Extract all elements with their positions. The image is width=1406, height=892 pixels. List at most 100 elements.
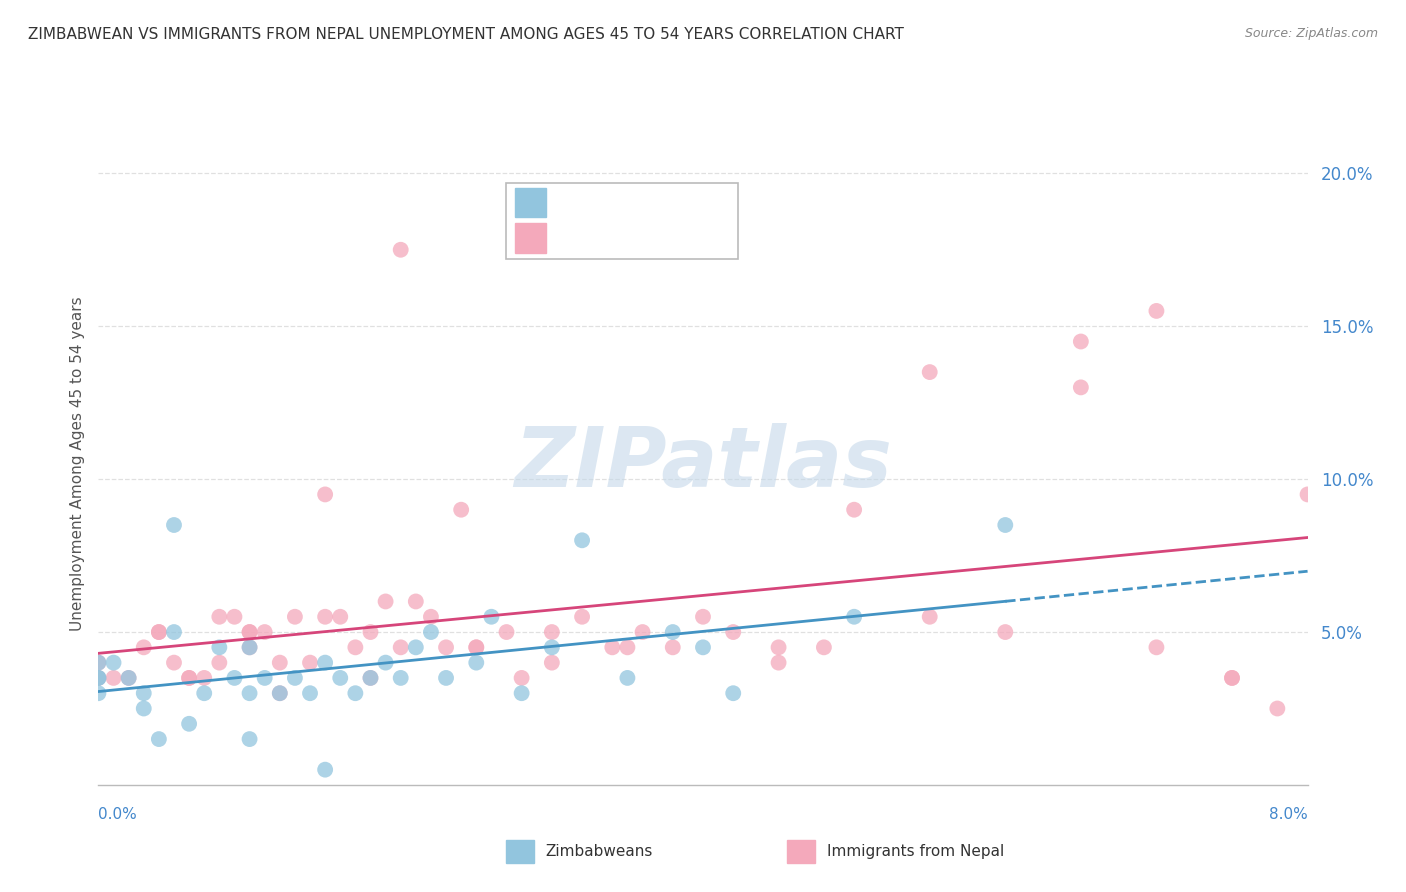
Point [692, 609, 714, 624]
Point [298, 656, 321, 670]
Text: N =: N = [640, 194, 688, 211]
Point [132, 686, 155, 700]
Point [495, 625, 517, 640]
Point [239, 732, 262, 747]
Point [1070, 380, 1092, 394]
Point [389, 640, 412, 655]
Point [434, 671, 457, 685]
Point [540, 656, 562, 670]
Point [571, 609, 593, 624]
Point [344, 686, 367, 700]
Point [420, 625, 443, 640]
Point [329, 671, 352, 685]
Text: 8.0%: 8.0% [1268, 807, 1308, 822]
Point [616, 640, 638, 655]
Text: R =: R = [555, 194, 592, 211]
Point [661, 625, 683, 640]
Text: R =: R = [555, 229, 592, 247]
Point [994, 518, 1017, 533]
Point [465, 640, 488, 655]
Point [163, 625, 186, 640]
Point [224, 609, 246, 624]
Point [239, 625, 262, 640]
Point [844, 502, 866, 516]
Point [163, 656, 186, 670]
Point [314, 609, 336, 624]
Point [1296, 487, 1319, 501]
Point [118, 671, 141, 685]
Point [239, 625, 262, 640]
Point [253, 625, 276, 640]
Point [344, 640, 367, 655]
Point [87, 671, 110, 685]
Point [631, 625, 654, 640]
Point [768, 640, 790, 655]
Text: 43: 43 [689, 194, 713, 211]
Point [661, 640, 683, 655]
Point [239, 686, 262, 700]
Point [239, 640, 262, 655]
Point [193, 671, 215, 685]
Point [1220, 671, 1243, 685]
Point [723, 686, 745, 700]
Point [103, 671, 125, 685]
Text: 0.211: 0.211 [598, 194, 650, 211]
Point [87, 686, 110, 700]
Text: Immigrants from Nepal: Immigrants from Nepal [827, 844, 1004, 859]
Text: ZIPatlas: ZIPatlas [515, 424, 891, 504]
Point [87, 656, 110, 670]
Point [1265, 701, 1288, 715]
Point [1220, 671, 1243, 685]
Point [269, 686, 291, 700]
Point [571, 533, 593, 548]
Point [481, 609, 503, 624]
Point [465, 640, 488, 655]
Point [389, 243, 412, 257]
Point [918, 365, 941, 379]
Text: 0.0%: 0.0% [98, 807, 138, 822]
Point [768, 656, 790, 670]
Point [813, 640, 835, 655]
Point [163, 518, 186, 533]
Point [540, 625, 562, 640]
Point [177, 671, 201, 685]
Point [148, 732, 170, 747]
Point [600, 640, 623, 655]
Point [132, 701, 155, 715]
Point [103, 656, 125, 670]
Point [374, 656, 396, 670]
Point [405, 640, 427, 655]
Point [284, 609, 307, 624]
Point [87, 671, 110, 685]
Point [420, 609, 443, 624]
Point [132, 640, 155, 655]
Point [177, 716, 201, 731]
Point [148, 625, 170, 640]
Point [994, 625, 1017, 640]
Point [148, 625, 170, 640]
Point [253, 671, 276, 685]
Point [314, 763, 336, 777]
Point [1070, 334, 1092, 349]
Point [434, 640, 457, 655]
Point [1144, 640, 1167, 655]
Point [450, 502, 472, 516]
Point [723, 625, 745, 640]
Point [692, 640, 714, 655]
Point [918, 609, 941, 624]
Point [360, 625, 382, 640]
Point [540, 640, 562, 655]
Point [510, 686, 533, 700]
Text: ZIMBABWEAN VS IMMIGRANTS FROM NEPAL UNEMPLOYMENT AMONG AGES 45 TO 54 YEARS CORRE: ZIMBABWEAN VS IMMIGRANTS FROM NEPAL UNEM… [28, 27, 904, 42]
Text: 63: 63 [689, 229, 711, 247]
Point [208, 656, 231, 670]
Point [510, 671, 533, 685]
Point [269, 686, 291, 700]
Text: 0.387: 0.387 [598, 229, 650, 247]
Point [314, 487, 336, 501]
Point [465, 656, 488, 670]
Point [329, 609, 352, 624]
Point [177, 671, 201, 685]
Text: Source: ZipAtlas.com: Source: ZipAtlas.com [1244, 27, 1378, 40]
Point [208, 640, 231, 655]
